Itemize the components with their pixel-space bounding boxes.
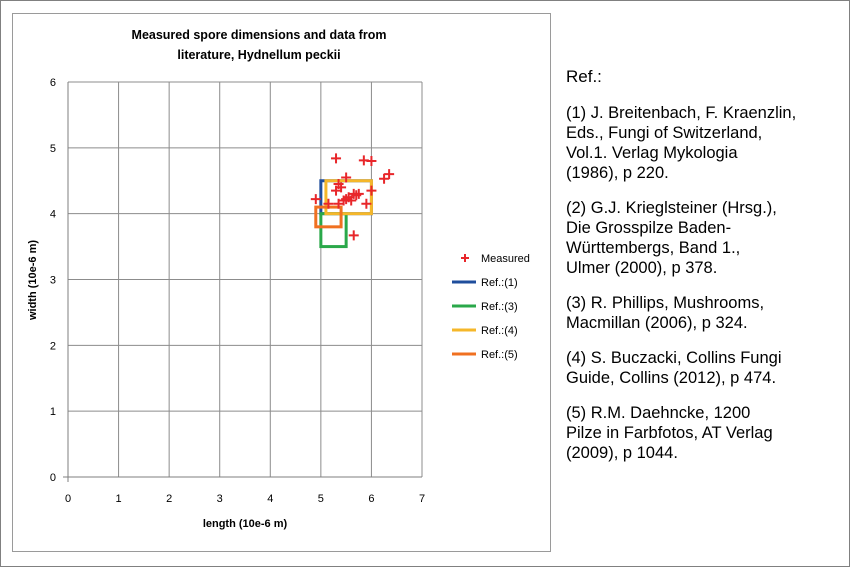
y-axis-label: width (10e-6 m) (27, 240, 39, 321)
measured-point (336, 182, 347, 193)
x-tick-label: 7 (419, 493, 425, 505)
x-tick-label: 2 (166, 493, 172, 505)
legend-label: Ref.:(4) (481, 325, 518, 337)
reference-3: (3) R. Phillips, Mushrooms, Macmillan (2… (566, 294, 765, 332)
reference-rectangle (324, 179, 373, 216)
measured-point (341, 172, 352, 183)
references-panel: Ref.: (1) J. Breitenbach, F. Kraenzlin, … (566, 67, 846, 478)
measured-point (384, 169, 395, 180)
x-tick-label: 3 (217, 493, 223, 505)
y-tick-label: 4 (50, 209, 56, 221)
measured-points (310, 153, 395, 241)
measured-point (331, 153, 342, 164)
legend-label: Ref.:(1) (481, 277, 518, 289)
axis-labels: length (10e-6 m) width (10e-6 m) (27, 240, 288, 530)
y-tick-label: 5 (50, 143, 56, 155)
reference-rectangles (314, 179, 373, 249)
measured-point (341, 194, 352, 205)
measured-point (333, 198, 344, 209)
measured-point (351, 190, 362, 201)
measured-point (331, 185, 342, 196)
reference-1: (1) J. Breitenbach, F. Kraenzlin, Eds., … (566, 104, 797, 182)
references-heading: Ref.: (566, 67, 602, 86)
reference-2: (2) G.J. Krieglsteiner (Hrsg.), Die Gros… (566, 199, 777, 277)
y-tick-label: 1 (50, 406, 56, 418)
reference-4: (4) S. Buczacki, Collins Fungi Guide, Co… (566, 349, 782, 387)
chart-title-line: Measured spore dimensions and data from (132, 28, 387, 42)
x-axis-label: length (10e-6 m) (203, 518, 288, 530)
measured-point (310, 194, 321, 205)
legend-marker-measured (461, 254, 469, 262)
x-tick-label: 0 (65, 493, 71, 505)
x-tick-label: 4 (267, 493, 273, 505)
chart-title-line: literature, Hydnellum peckii (177, 48, 340, 62)
legend-label: Measured (481, 253, 530, 265)
measured-point (361, 198, 372, 209)
legend-label: Ref.:(3) (481, 301, 518, 313)
reference-5: (5) R.M. Daehncke, 1200 Pilze in Farbfot… (566, 404, 773, 462)
measured-point (366, 156, 377, 166)
x-tick-label: 6 (368, 493, 374, 505)
y-tick-label: 0 (50, 472, 56, 484)
measured-point (366, 185, 377, 196)
y-tick-label: 6 (50, 77, 56, 89)
measured-point (379, 173, 390, 184)
x-tick-label: 5 (318, 493, 324, 505)
grid-layer (67, 81, 423, 478)
legend-label: Ref.:(5) (481, 349, 518, 361)
y-tick-label: 3 (50, 275, 56, 287)
y-tick-label: 2 (50, 340, 56, 352)
chart-title: Measured spore dimensions and data from l… (132, 28, 387, 62)
axis-layer: 0 1 2 3 4 5 6 7 0 1 2 3 4 5 6 (50, 77, 425, 505)
measured-point (348, 230, 359, 241)
measured-point (323, 198, 334, 209)
legend: Measured Ref.:(1) Ref.:(3) Ref.:(4) Ref.:(5) (452, 253, 530, 361)
x-tick-label: 1 (116, 493, 122, 505)
